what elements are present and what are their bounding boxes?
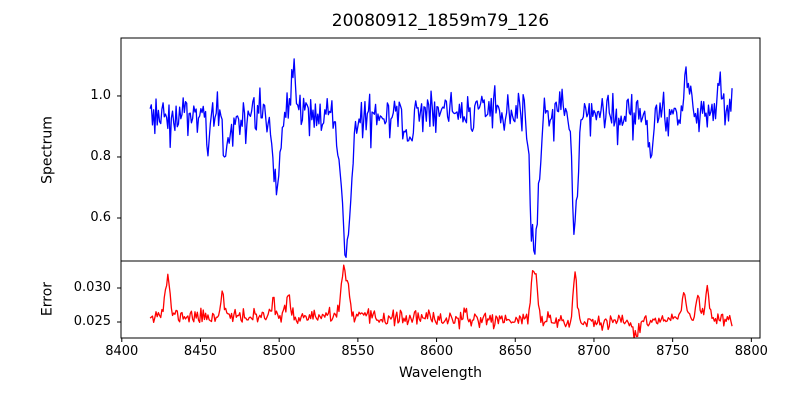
x-tick-label: 8600 bbox=[420, 344, 454, 359]
error-y-tick-label: 0.030 bbox=[73, 280, 111, 295]
spectrum-y-tick-label: 1.0 bbox=[90, 87, 111, 103]
spectrum-y-tick-label: 0.8 bbox=[90, 148, 111, 164]
x-tick-label: 8450 bbox=[183, 344, 218, 359]
x-tick-label: 8550 bbox=[341, 344, 375, 359]
spectrum-y-axis-label: Spectrum bbox=[39, 116, 56, 184]
spectrum-axes-frame bbox=[120, 37, 761, 262]
error-y-axis-label: Error bbox=[39, 281, 56, 317]
spectrum-line bbox=[149, 58, 733, 258]
error-y-tick-label: 0.025 bbox=[73, 314, 111, 329]
x-tick-label: 8750 bbox=[656, 344, 690, 359]
x-tick-label: 8700 bbox=[577, 344, 611, 359]
error-line bbox=[149, 264, 733, 338]
error-axes-frame bbox=[120, 260, 761, 339]
x-tick-label: 8650 bbox=[498, 344, 532, 359]
x-tick-label: 8500 bbox=[262, 344, 296, 359]
x-axis-label: Wavelength bbox=[398, 365, 483, 381]
chart-title: 20080912_1859m79_126 bbox=[331, 11, 550, 31]
x-tick-label: 8800 bbox=[734, 344, 768, 359]
x-tick-label: 8400 bbox=[105, 344, 139, 359]
spectrum-y-tick-label: 0.6 bbox=[90, 209, 111, 225]
